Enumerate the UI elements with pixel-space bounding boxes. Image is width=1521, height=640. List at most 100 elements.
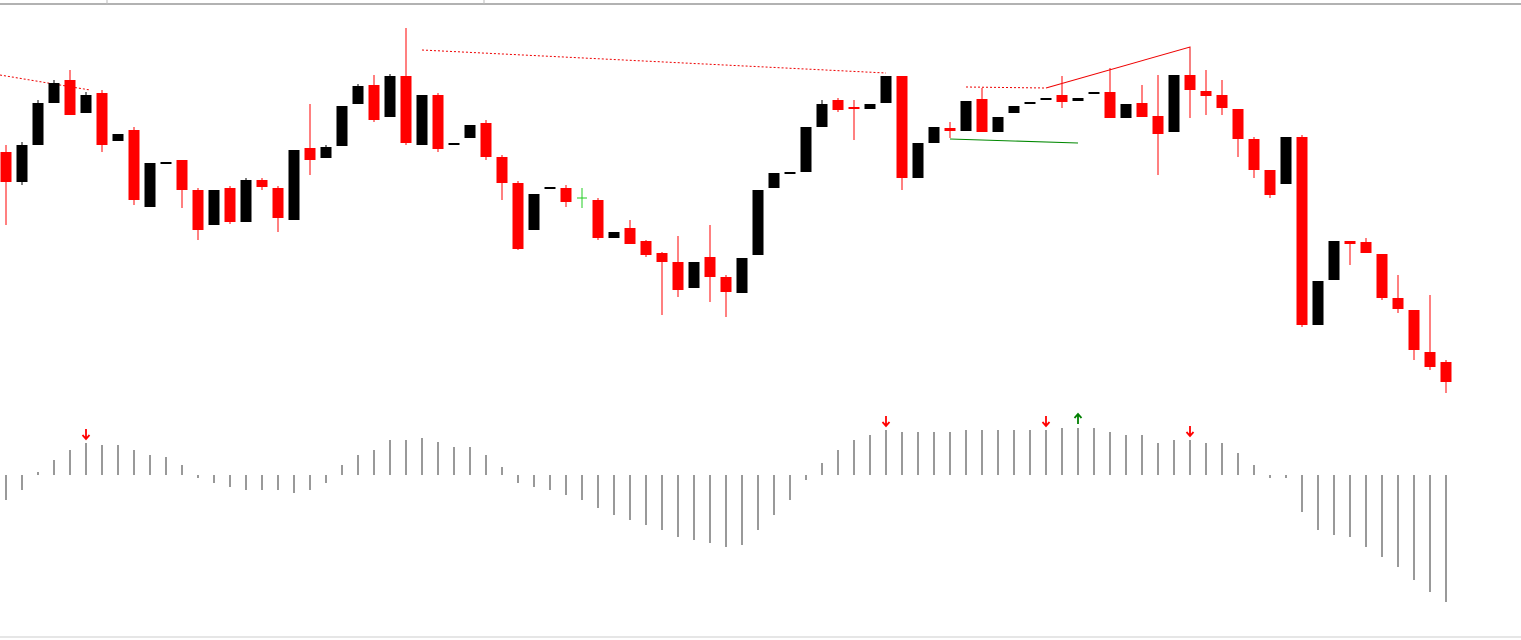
signal-arrow bbox=[1073, 412, 1083, 424]
candle-body bbox=[1040, 98, 1052, 100]
candle-body bbox=[144, 163, 156, 207]
candle-body bbox=[112, 134, 124, 141]
candle-body bbox=[160, 162, 172, 164]
candle-body bbox=[352, 86, 364, 104]
candle-body bbox=[1232, 109, 1244, 139]
candle-body bbox=[320, 147, 332, 158]
candle-body bbox=[64, 80, 76, 115]
candle-body bbox=[1360, 242, 1372, 253]
candle-body bbox=[1056, 95, 1068, 102]
candle-body bbox=[288, 150, 300, 220]
trendline bbox=[949, 138, 1079, 144]
candle-body bbox=[80, 95, 92, 113]
candle-body bbox=[784, 172, 796, 174]
candle-body bbox=[400, 76, 412, 143]
candle-body bbox=[416, 95, 428, 145]
signal-arrow bbox=[1041, 416, 1051, 428]
candle-body bbox=[720, 277, 732, 292]
candle-body bbox=[608, 232, 620, 238]
candle-body bbox=[240, 180, 252, 222]
candle-body bbox=[1136, 103, 1148, 117]
candle-body bbox=[976, 99, 988, 132]
signal-arrow bbox=[81, 429, 91, 441]
candle-body bbox=[48, 83, 60, 103]
candle-body bbox=[848, 107, 860, 109]
candle-body bbox=[512, 183, 524, 249]
candle-body bbox=[1152, 116, 1164, 134]
candle-body bbox=[1424, 352, 1436, 367]
candle-body bbox=[736, 258, 748, 293]
candle-body bbox=[1168, 75, 1180, 132]
candle-body bbox=[480, 123, 492, 157]
candle-body bbox=[432, 95, 444, 149]
candle-body bbox=[1008, 106, 1020, 113]
candle-body bbox=[912, 143, 924, 178]
candle-body bbox=[560, 188, 572, 202]
candle-body bbox=[864, 104, 876, 109]
candle-body bbox=[1376, 254, 1388, 298]
trendline bbox=[1045, 46, 1191, 89]
candle-body bbox=[1072, 98, 1084, 101]
candle-body bbox=[896, 76, 908, 178]
candle-body bbox=[1408, 310, 1420, 350]
candle-body bbox=[96, 93, 108, 145]
candle-body bbox=[1088, 92, 1100, 94]
candle-body bbox=[1264, 170, 1276, 195]
candle-body bbox=[1216, 95, 1228, 108]
candle-body bbox=[256, 180, 268, 187]
candle-body bbox=[1200, 91, 1212, 96]
candle-body bbox=[800, 127, 812, 172]
candle-body bbox=[1184, 75, 1196, 90]
trendline bbox=[965, 86, 1047, 89]
candle-body bbox=[816, 104, 828, 127]
candle-body bbox=[208, 190, 220, 225]
candle-body bbox=[1344, 241, 1356, 244]
candle-body bbox=[128, 130, 140, 200]
candle-body bbox=[944, 128, 956, 131]
candle-body bbox=[1120, 104, 1132, 118]
candle-body bbox=[384, 76, 396, 117]
candle-body bbox=[992, 117, 1004, 132]
candle-body bbox=[336, 106, 348, 146]
candle-body bbox=[304, 148, 316, 160]
signal-arrow bbox=[1185, 426, 1195, 438]
candle-body bbox=[1248, 139, 1260, 170]
trendline bbox=[0, 74, 91, 91]
candle-body bbox=[688, 262, 700, 288]
candle-body bbox=[928, 127, 940, 143]
candle-body bbox=[832, 100, 844, 110]
candle-body bbox=[672, 262, 684, 290]
candle-body bbox=[0, 152, 12, 182]
candle-body bbox=[640, 241, 652, 255]
candle-body bbox=[624, 228, 636, 244]
candle-body bbox=[16, 145, 28, 182]
candle-body bbox=[704, 257, 716, 277]
candle-body bbox=[224, 188, 236, 222]
candle-body bbox=[1104, 92, 1116, 118]
candle-body bbox=[1312, 281, 1324, 325]
candle-body bbox=[768, 173, 780, 188]
candle-body bbox=[1296, 137, 1308, 325]
trendlines bbox=[0, 46, 1191, 144]
candle-body bbox=[496, 157, 508, 183]
candle-body bbox=[464, 125, 476, 138]
candle-body bbox=[368, 85, 380, 120]
candle-body bbox=[1280, 137, 1292, 184]
candle-body bbox=[592, 200, 604, 238]
candle-body bbox=[176, 160, 188, 190]
candle-body bbox=[544, 187, 556, 189]
candle-body bbox=[528, 194, 540, 230]
candle-body bbox=[192, 190, 204, 230]
candle-body bbox=[1440, 362, 1452, 382]
candle-body bbox=[272, 188, 284, 218]
signal-arrow bbox=[881, 416, 891, 428]
candle-body bbox=[1328, 241, 1340, 280]
candle-body bbox=[1024, 102, 1036, 104]
candle-body bbox=[32, 103, 44, 145]
candle-body bbox=[960, 101, 972, 131]
candle-body bbox=[880, 76, 892, 103]
candle-body bbox=[448, 143, 460, 145]
candle-body bbox=[752, 190, 764, 255]
candle-body bbox=[656, 253, 668, 262]
